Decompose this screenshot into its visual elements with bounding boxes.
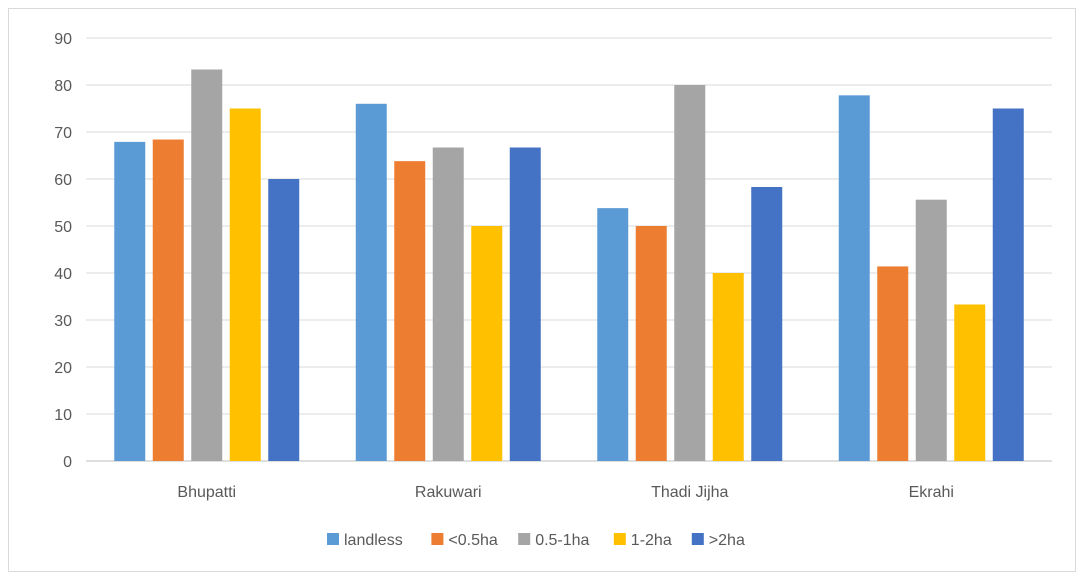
y-tick-label: 40 <box>54 266 72 283</box>
x-category-label: Thadi Jijha <box>651 484 728 501</box>
legend-swatch <box>691 533 704 545</box>
x-category-label: Ekrahi <box>909 484 954 501</box>
bar <box>114 141 146 461</box>
bar <box>229 108 261 461</box>
bar <box>635 226 667 461</box>
legend-swatch <box>613 533 626 545</box>
y-tick-label: 10 <box>54 407 72 424</box>
legend-swatch <box>431 533 444 545</box>
y-tick-label: 80 <box>54 78 72 95</box>
bar <box>394 161 426 461</box>
y-tick-label: 60 <box>54 172 72 189</box>
legend-label: <0.5ha <box>448 532 497 549</box>
legend-label: >2ha <box>709 532 745 549</box>
bar <box>915 199 947 461</box>
y-tick-label: 20 <box>54 360 72 377</box>
bar <box>992 108 1024 461</box>
bar <box>877 266 909 461</box>
legend-label: 1-2ha <box>631 532 672 549</box>
bar <box>712 273 744 461</box>
legend-swatch <box>518 533 531 545</box>
y-tick-label: 70 <box>54 125 72 142</box>
x-category-label: Bhupatti <box>177 484 236 501</box>
y-tick-label: 30 <box>54 313 72 330</box>
bar <box>509 147 541 461</box>
bar <box>751 186 783 462</box>
bar <box>954 304 986 461</box>
bar <box>152 139 184 461</box>
bar <box>597 208 629 461</box>
legend-label: 0.5-1ha <box>535 532 589 549</box>
legend-swatch <box>327 533 339 545</box>
y-tick-label: 0 <box>63 454 72 471</box>
y-tick-label: 90 <box>54 31 72 48</box>
x-category-label: Rakuwari <box>415 484 482 501</box>
y-tick-label: 50 <box>54 219 72 236</box>
bar <box>674 85 706 461</box>
bar <box>432 147 464 461</box>
bar <box>838 95 870 461</box>
bar <box>355 103 387 462</box>
bar <box>471 226 503 461</box>
bar <box>268 179 300 461</box>
legend-label: landless <box>344 532 403 549</box>
bar <box>191 69 223 462</box>
